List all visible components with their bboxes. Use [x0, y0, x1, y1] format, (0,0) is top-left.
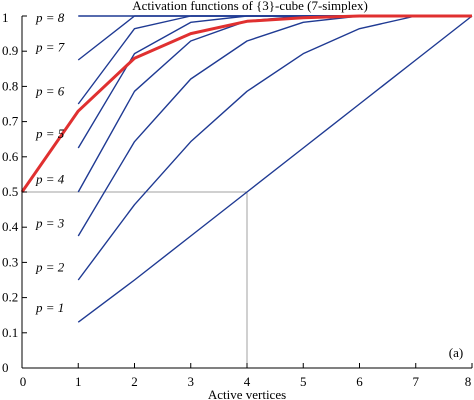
series-label: p = 7 [35, 40, 65, 55]
chart-title: Activation functions of {3}-cube (7-simp… [132, 0, 368, 13]
x-tick-label: 7 [413, 374, 420, 389]
x-tick-label: 3 [188, 374, 195, 389]
series-line-5 [77, 15, 472, 149]
series-line-7 [77, 15, 472, 61]
y-tick-label: 1 [2, 10, 9, 25]
x-tick-label: 8 [465, 374, 472, 389]
series-lines [20, 14, 473, 323]
series-label: p = 5 [35, 126, 65, 141]
x-tick-label: 6 [356, 374, 363, 389]
series-line-2 [77, 15, 472, 281]
series-line-6 [77, 15, 472, 105]
series-label: p = 4 [35, 172, 65, 187]
x-tick-label: 4 [244, 374, 251, 389]
series-labels: p = 1 p = 2 p = 3 p = 4 p = 5 p = 6 p = 7 p = 8 [35, 10, 65, 315]
x-axis-title: Active vertices [208, 387, 286, 400]
reference-lines [22, 191, 248, 368]
y-tick-label: 0 [2, 360, 9, 375]
series-line-1 [77, 15, 473, 323]
y-tick-label: 0.1 [2, 325, 18, 340]
series-label: p = 6 [35, 84, 65, 99]
x-tick-label: 0 [20, 374, 27, 389]
x-tick-label: 1 [75, 374, 82, 389]
y-tick-label: 0.5 [2, 184, 18, 199]
x-tick-label: 5 [300, 374, 307, 389]
series-label: p = 8 [35, 10, 65, 25]
series-line-3 [77, 15, 472, 237]
ticks: 0 1 2 3 4 5 6 7 8 0 0.1 0.2 0.3 0.4 0.5 0.6 0.7 0.8 0.9 1 [2, 10, 473, 389]
y-tick-label: 0.2 [2, 290, 18, 305]
y-tick-label: 0.3 [2, 254, 18, 269]
y-tick-label: 0.7 [2, 114, 19, 129]
panel-label: (a) [449, 345, 463, 360]
y-tick-label: 0.9 [2, 43, 18, 58]
highlight-series-line [20, 14, 472, 193]
series-line-4 [77, 15, 472, 193]
y-tick-label: 0.4 [2, 219, 19, 234]
x-tick-label: 2 [131, 374, 138, 389]
series-label: p = 1 [35, 300, 64, 315]
y-tick-label: 0.8 [2, 78, 18, 93]
y-tick-label: 0.6 [2, 149, 19, 164]
series-label: p = 2 [35, 260, 65, 275]
series-label: p = 3 [35, 216, 65, 231]
